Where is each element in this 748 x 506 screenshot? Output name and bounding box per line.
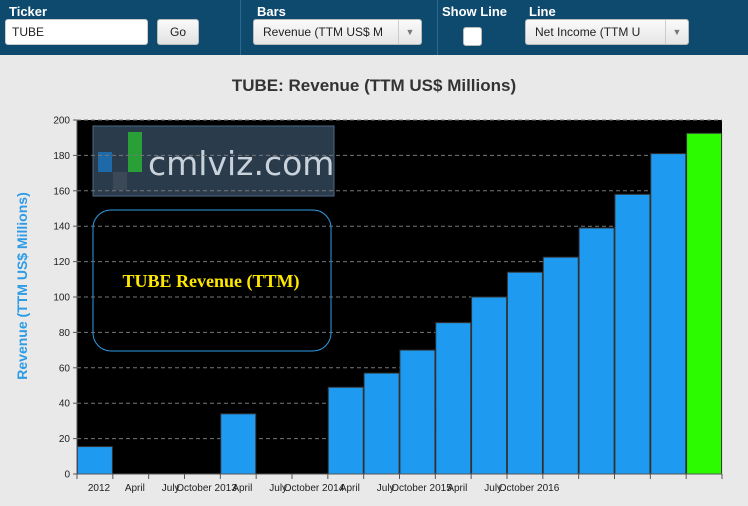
logo-block-blue [98,152,112,172]
bar [686,132,723,475]
x-tick-label: April [232,483,252,494]
bar [435,322,472,475]
bar [399,349,436,475]
line-select-value: Net Income (TTM U [535,25,641,39]
toolbar-divider [240,0,241,55]
bar [542,256,579,475]
bar [363,372,400,475]
go-button[interactable]: Go [157,19,199,45]
y-tick-label: 20 [59,434,71,445]
y-tick-label: 160 [53,186,70,197]
bar [471,296,508,475]
bar [327,386,364,475]
ticker-input[interactable] [5,19,148,45]
show-line-label: Show Line [442,4,507,19]
toolbar-divider [437,0,438,55]
ticker-label: Ticker [9,4,48,19]
toolbar: Ticker Go Bars Revenue (TTM US$ M ▼ Show… [0,0,748,55]
y-tick-label: 60 [59,363,71,374]
bar [506,271,543,475]
x-tick-label: October 2014 [284,483,345,494]
x-tick-label: July [269,483,287,494]
line-select[interactable]: Net Income (TTM U ▼ [525,19,689,45]
logo-block-gray [113,172,127,190]
bars-label: Bars [257,4,286,19]
y-tick-label: 100 [53,293,70,304]
bar [650,153,687,475]
watermark-text: cmlviz.com [148,144,334,183]
x-tick-label: 2012 [88,483,111,494]
chevron-down-icon: ▼ [398,20,421,44]
y-tick-label: 200 [53,116,70,127]
x-tick-label: October 2013 [176,483,237,494]
bars-select-value: Revenue (TTM US$ M [263,25,384,39]
x-tick-label: April [447,483,467,494]
x-tick-label: October 2015 [391,483,452,494]
line-label: Line [529,4,556,19]
x-tick-label: October 2016 [499,483,560,494]
x-tick-label: April [125,483,145,494]
show-line-checkbox[interactable] [463,27,482,46]
chevron-down-icon: ▼ [665,20,688,44]
x-tick-label: July [484,483,502,494]
x-tick-label: July [377,483,395,494]
x-tick-label: July [162,483,180,494]
y-tick-label: 140 [53,222,70,233]
annotation-text: TUBE Revenue (TTM) [123,271,300,292]
y-tick-label: 0 [64,470,70,481]
bar [614,193,651,475]
y-tick-label: 80 [59,328,71,339]
bar [220,413,257,475]
bars-select[interactable]: Revenue (TTM US$ M ▼ [253,19,422,45]
bar [76,446,113,475]
annotation-box [92,209,332,352]
chart-title: TUBE: Revenue (TTM US$ Millions) [231,76,517,95]
logo-block-green [128,132,142,172]
y-tick-label: 120 [53,257,70,268]
y-tick-label: 180 [53,151,70,162]
bar [578,227,615,475]
y-tick-label: 40 [59,399,71,410]
x-tick-label: April [340,483,360,494]
